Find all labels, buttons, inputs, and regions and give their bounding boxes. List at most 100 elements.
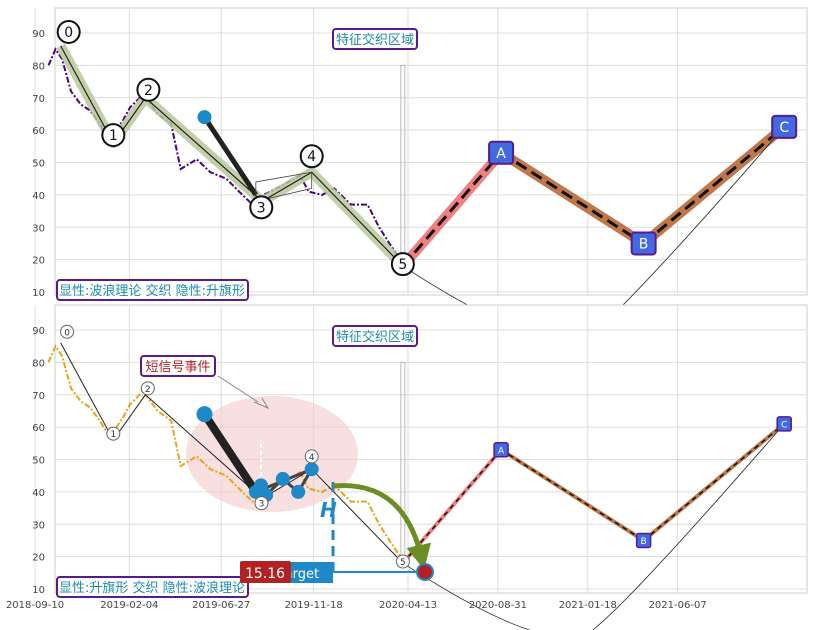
y-tick-label: 40 — [32, 191, 45, 202]
projection-curve — [402, 423, 785, 630]
bottom-grid — [34, 305, 807, 593]
bottom-plot-area — [54, 304, 808, 594]
target-value-box — [240, 561, 291, 583]
event-highlight-ellipse — [186, 396, 358, 512]
y-tick-label: 10 — [32, 288, 45, 299]
projection-label-box — [630, 231, 657, 256]
wave-label-circle — [106, 426, 121, 441]
wave-line — [60, 45, 404, 267]
wave-label: 4 — [309, 453, 315, 463]
wave-label-circle — [60, 324, 75, 339]
bottom-panel: 0 1 2 3 4 5 A B C 特征交织区域 短信号事件 显性:升旗形 交织 隐性:波浪理论… — [34, 304, 808, 630]
y-tick-label: 40 — [32, 488, 45, 499]
target-point — [416, 563, 434, 581]
top-flag-overlay — [197, 110, 313, 202]
bottom-caption-box — [56, 576, 249, 598]
flag-pole — [202, 115, 258, 197]
wave-label: 0 — [64, 328, 70, 338]
bottom-y-axis: 10 20 30 40 50 60 70 80 90 — [32, 326, 45, 596]
projection-dash — [642, 125, 786, 245]
x-tick-label: 2020-04-13 — [379, 600, 437, 611]
bottom-point-labels: 0 1 2 3 4 5 A B C — [60, 324, 792, 569]
flag-pole — [201, 411, 260, 495]
y-tick-label: 20 — [32, 553, 45, 564]
y-tick-label: 50 — [32, 456, 45, 467]
top-point-labels: 0 1 2 3 4 5 A B C — [56, 19, 798, 277]
projection-label-box — [493, 442, 509, 458]
projection-dash — [643, 423, 785, 542]
target-annotation: H Target 15.16 — [240, 482, 434, 583]
wave-label: 5 — [400, 558, 406, 568]
top-plot-area — [54, 7, 808, 296]
flag-point — [304, 462, 319, 477]
bottom-wave-line — [60, 342, 404, 564]
top-region-label-box — [332, 28, 418, 50]
y-tick-label: 90 — [32, 29, 45, 40]
projection-label-box — [635, 532, 652, 549]
y-tick-label: 90 — [32, 326, 45, 337]
y-tick-label: 80 — [32, 358, 45, 369]
wave-label-circle — [254, 496, 269, 511]
flag-point — [291, 484, 306, 499]
wave-label: 1 — [110, 430, 116, 440]
y-tick-label: 70 — [32, 94, 45, 105]
y-tick-label: 70 — [32, 391, 45, 402]
projection-label: A — [498, 446, 505, 456]
wave-label: 2 — [144, 83, 153, 99]
flag-point — [275, 471, 290, 486]
bottom-region-label: 特征交织区域 — [336, 329, 414, 345]
bottom-caption: 显性:升旗形 交织 隐性:波浪理论 — [59, 580, 245, 596]
top-caption: 显性:波浪理论 交织 隐性:升旗形 — [59, 283, 245, 299]
event-label-box — [140, 355, 216, 377]
x-axis: 2018-09-10 2019-02-04 2019-06-27 2019-11-18… — [6, 600, 707, 611]
projection-label: C — [781, 420, 787, 430]
flag-channel — [255, 171, 313, 202]
wave-label-circle — [249, 195, 274, 220]
wave-label-circle — [140, 381, 155, 396]
bottom-wave-structure — [60, 342, 404, 564]
x-tick-label: 2019-06-27 — [192, 600, 250, 611]
projection-label: C — [779, 120, 789, 136]
projection-label: B — [639, 236, 649, 252]
x-tick-label: 2020-08-31 — [469, 600, 527, 611]
y-tick-label: 80 — [32, 61, 45, 72]
event-pointer-arrow — [217, 375, 270, 410]
projection-dash — [500, 449, 645, 542]
wave-label: 3 — [259, 500, 265, 510]
projection-dash — [402, 449, 502, 564]
projection-label-box — [776, 416, 792, 432]
projection-label: A — [496, 146, 506, 162]
wave-label-circle — [101, 123, 126, 148]
target-value: 15.16 — [245, 566, 285, 582]
breakout-arrow — [332, 483, 432, 570]
y-tick-label: 30 — [32, 520, 45, 531]
wave-label-circle — [136, 77, 161, 102]
y-tick-label: 60 — [32, 126, 45, 137]
flag-pole-top — [197, 110, 212, 125]
height-marker: H — [320, 498, 337, 522]
wave-label: 4 — [307, 149, 316, 165]
x-tick-label: 2019-11-18 — [285, 600, 343, 611]
y-tick-label: 50 — [32, 159, 45, 170]
x-tick-label: 2019-02-04 — [100, 600, 158, 611]
top-panel: 0 1 2 3 4 5 A B C 特征交织区域 显性:波浪理论 交织 隐性:升旗形 — [34, 7, 808, 341]
y-tick-label: 60 — [32, 423, 45, 434]
x-tick-label: 2021-01-18 — [559, 600, 617, 611]
projection-dash — [500, 151, 645, 245]
wave-label: 3 — [257, 200, 266, 216]
top-wave-structure — [56, 43, 407, 270]
bottom-region-label-box — [332, 325, 418, 347]
projection-label-box — [488, 140, 515, 165]
projection-label: B — [641, 537, 647, 547]
projection-dash — [401, 151, 503, 268]
flag-point — [196, 406, 213, 423]
y-tick-label: 30 — [32, 223, 45, 234]
top-caption-box — [56, 279, 249, 301]
wave-label: 5 — [398, 257, 407, 273]
x-tick-label: 2021-06-07 — [649, 600, 707, 611]
x-tick-label: 2018-09-10 — [6, 600, 64, 611]
top-y-axis: 10 20 30 40 50 60 70 80 90 — [32, 29, 45, 299]
projection-label-box — [771, 114, 798, 139]
wave-label-circle — [304, 449, 319, 464]
